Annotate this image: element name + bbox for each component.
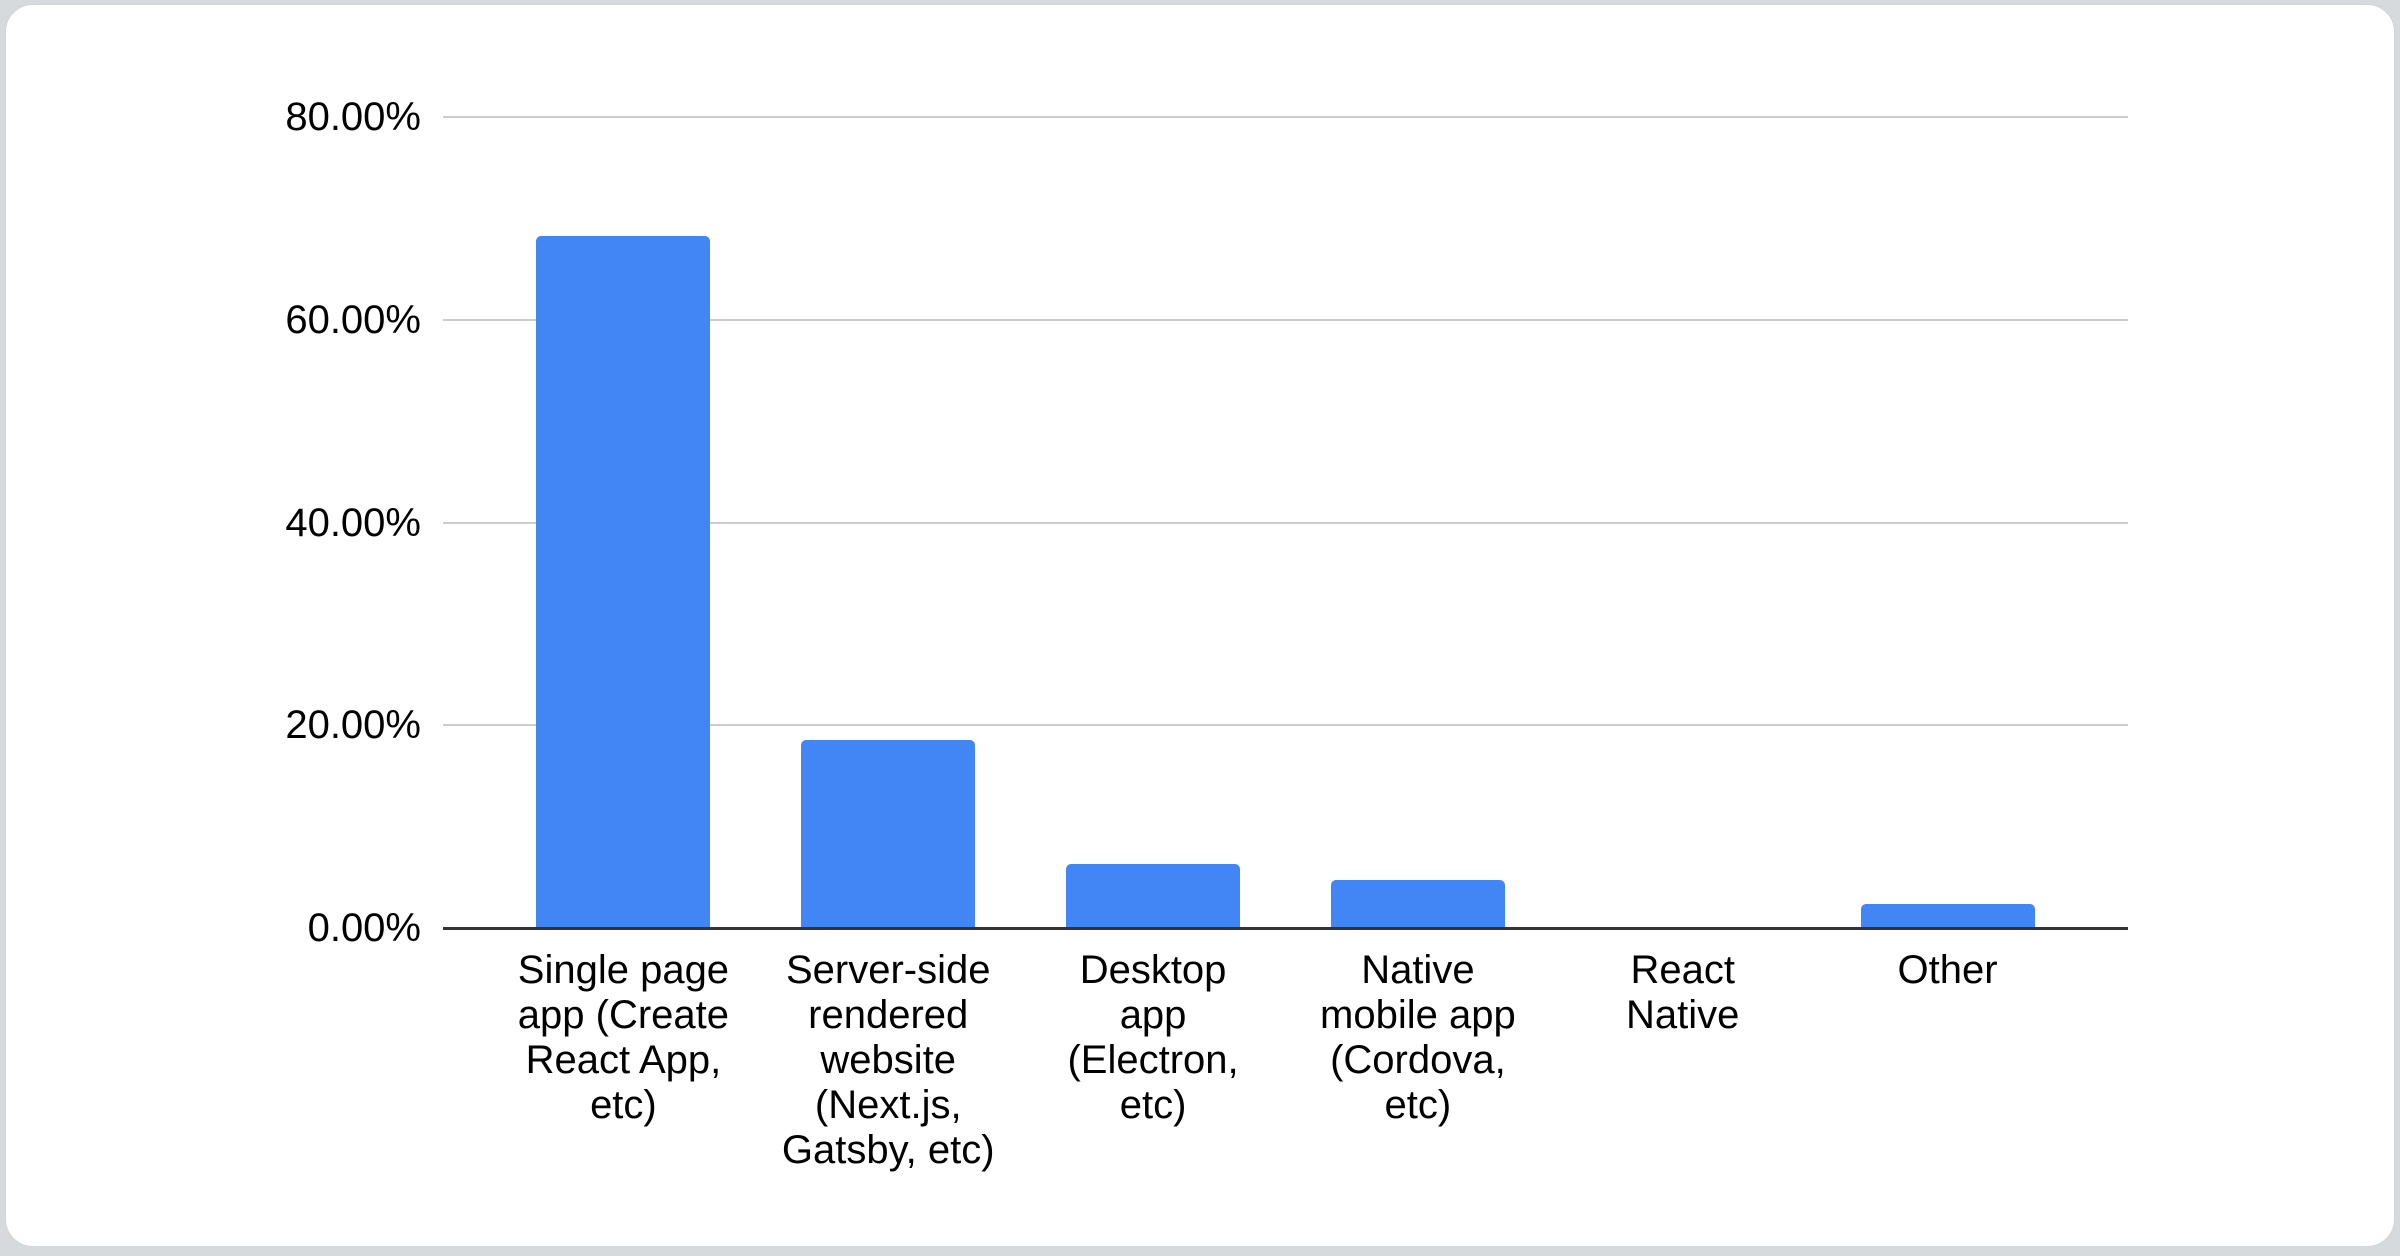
y-gridline-60 [443, 318, 2128, 321]
bar-slot [1021, 117, 1286, 928]
y-axis-labels: 80.00% 60.00% 40.00% 20.00% 0.00% [0, 95, 421, 950]
y-axis-tick-label: 20.00% [285, 703, 421, 748]
y-axis-tick-label: 0.00% [307, 906, 421, 950]
bar-3 [1066, 864, 1241, 928]
plot-area [443, 116, 2128, 930]
category-label: Server-side rendered website (Next.js, Gatsb… [781, 948, 995, 1172]
bar-slot [1550, 117, 1815, 928]
category-label: React Native [1626, 948, 1740, 1037]
bars-band [491, 117, 2080, 928]
x-axis-line [443, 926, 2128, 930]
bar-6 [1860, 903, 2035, 928]
bar-1 [536, 235, 711, 928]
y-gridline-40 [443, 521, 2128, 524]
bar-4 [1330, 880, 1505, 928]
category-label-slot: Native mobile app (Cordova, etc) [1285, 948, 1550, 1173]
bar-slot [1285, 117, 1550, 928]
category-label-slot: React Native [1550, 948, 1815, 1173]
category-label: Desktop app (Electron, etc) [1067, 948, 1239, 1127]
category-label-slot: Other [1815, 948, 2080, 1173]
y-axis-tick-label: 60.00% [285, 297, 421, 342]
y-gridline-20 [443, 724, 2128, 727]
y-axis-tick-label: 40.00% [285, 500, 421, 545]
category-label-slot: Desktop app (Electron, etc) [1021, 948, 1286, 1173]
category-label: Single page app (Create React App, etc) [517, 948, 730, 1127]
bar-slot [756, 117, 1021, 928]
bar-slot [1815, 117, 2080, 928]
y-axis-tick-label: 80.00% [285, 95, 421, 139]
category-label-slot: Single page app (Create React App, etc) [491, 948, 756, 1173]
x-axis-labels: Single page app (Create React App, etc) Serv… [491, 948, 2080, 1173]
chart-card [5, 4, 2395, 1247]
category-label: Other [1897, 948, 1998, 992]
category-label: Native mobile app (Cordova, etc) [1320, 948, 1516, 1127]
bar-slot [491, 117, 756, 928]
y-gridline-80 [443, 116, 2128, 118]
category-label-slot: Server-side rendered website (Next.js, Gatsb… [756, 948, 1021, 1173]
bar-2 [801, 740, 976, 928]
